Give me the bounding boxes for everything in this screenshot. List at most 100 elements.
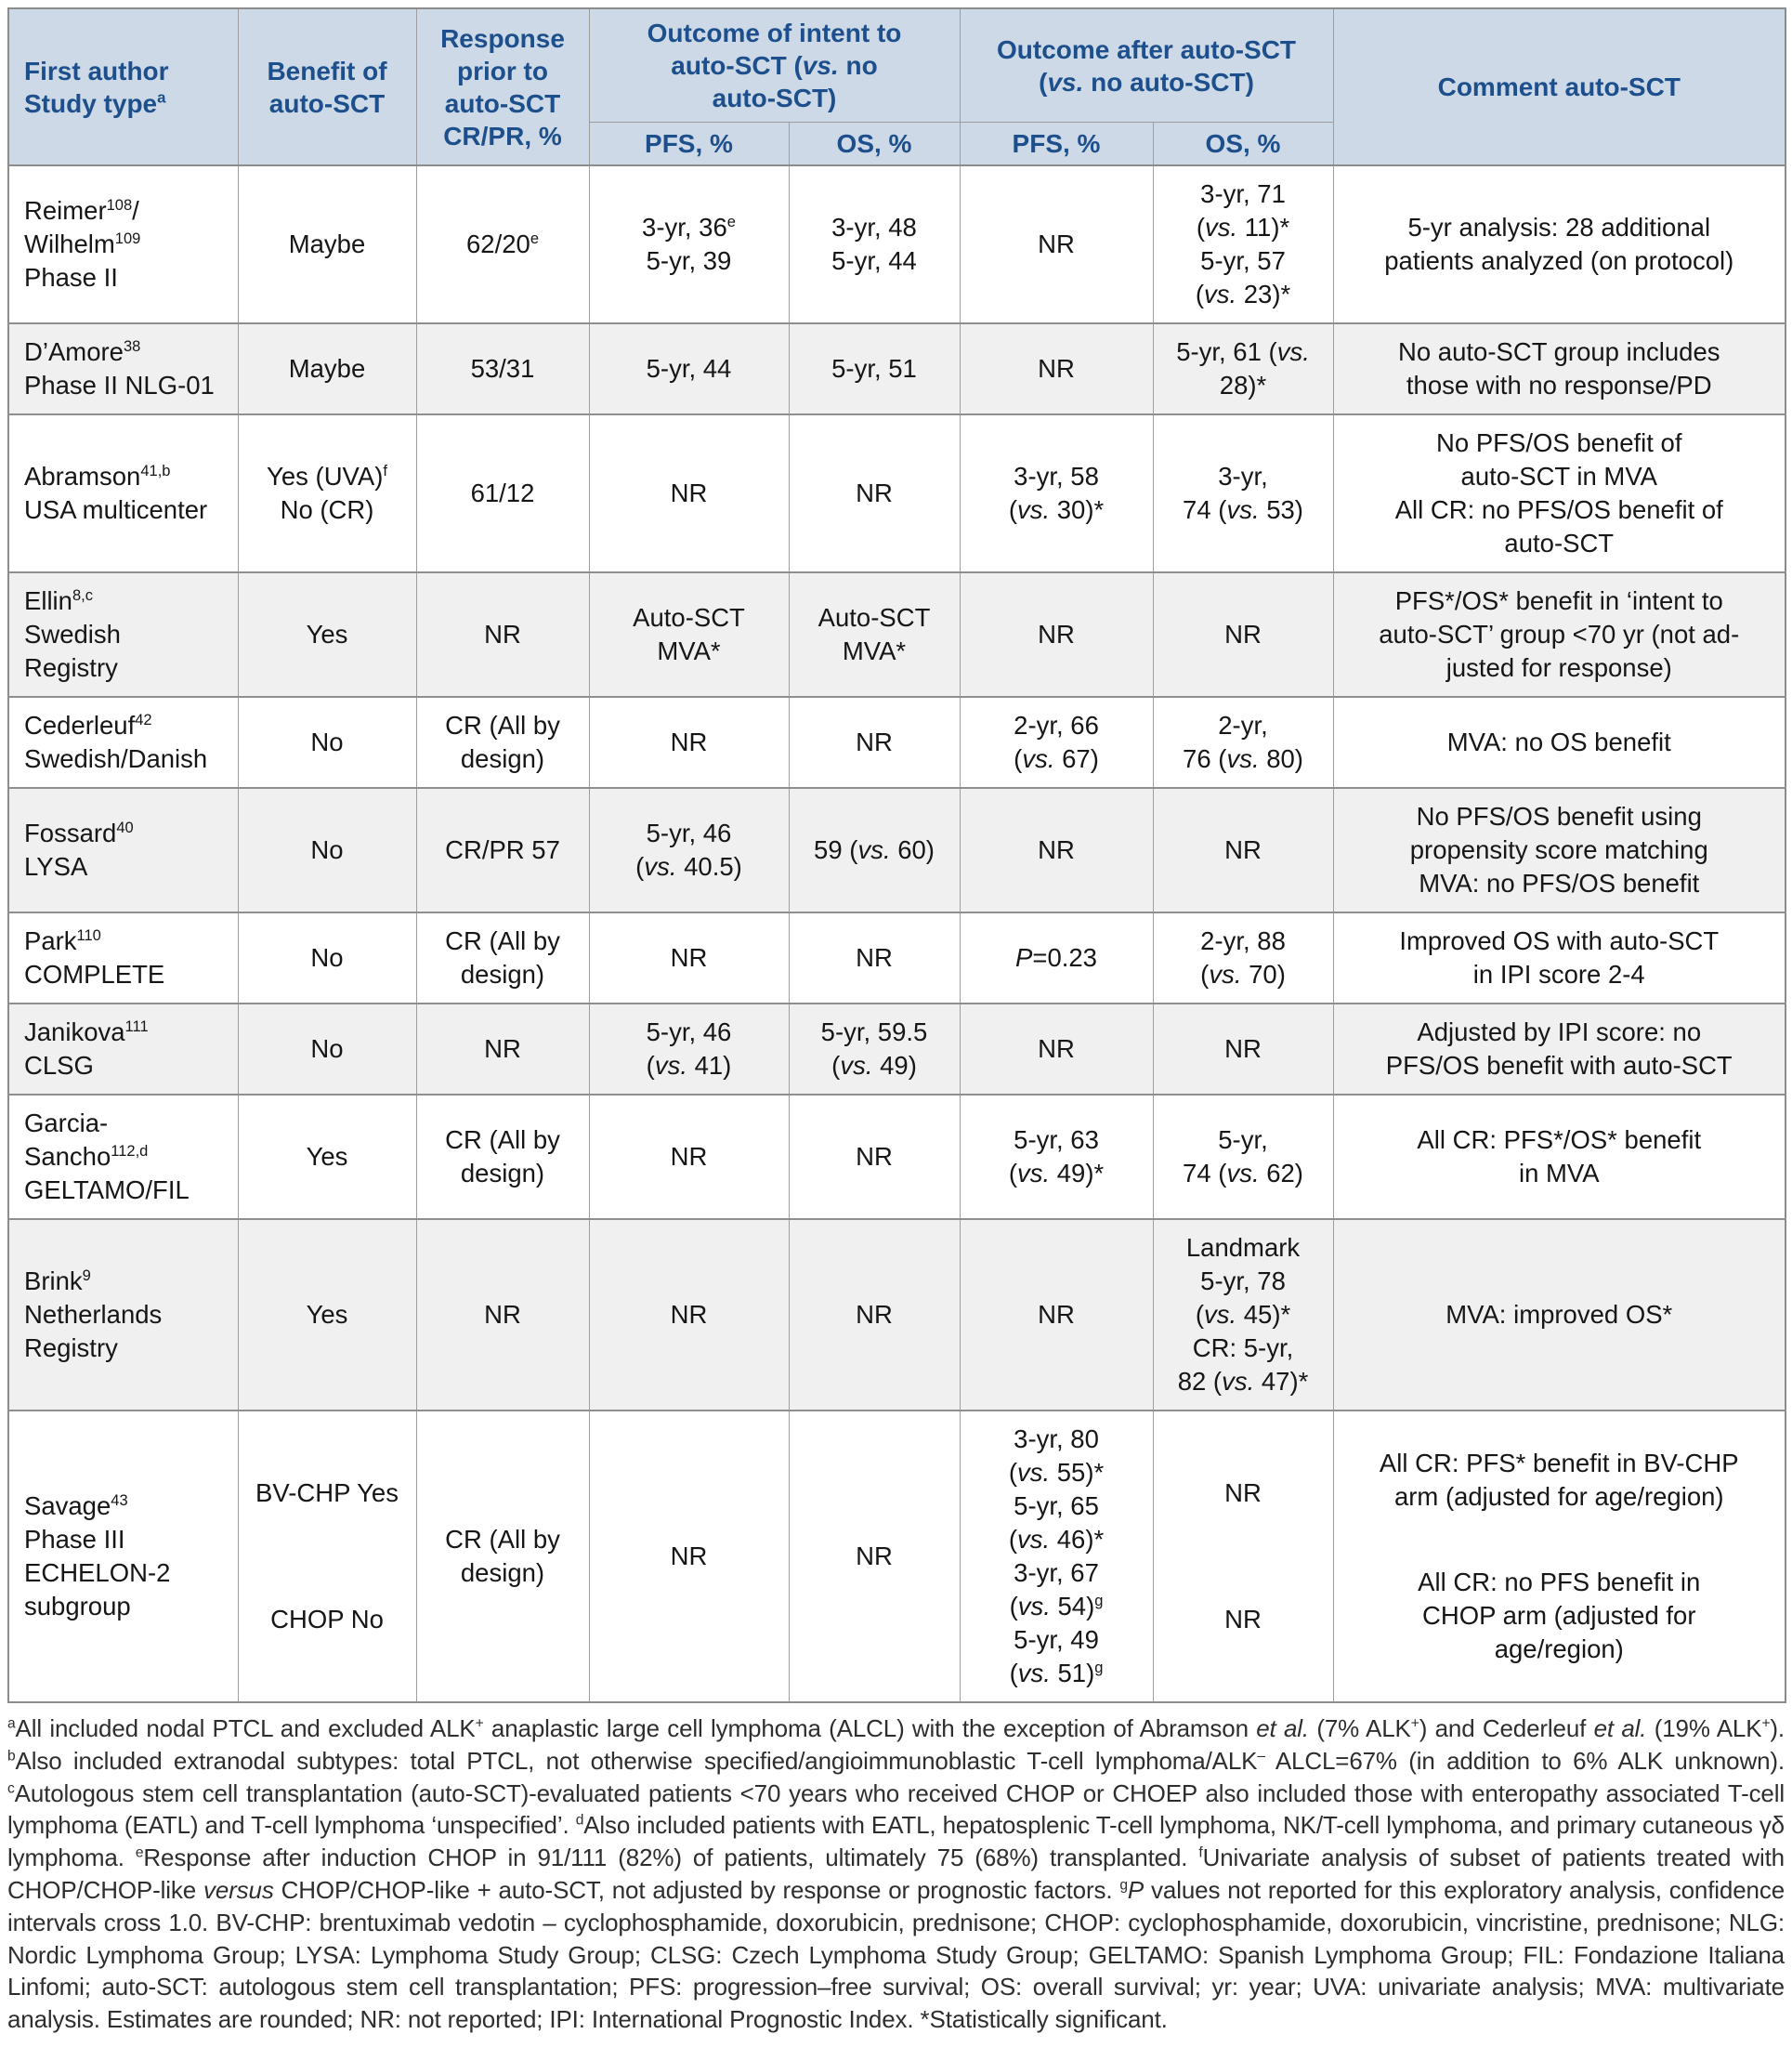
cell-author: Garcia- Sancho112,d GELTAMO/FIL (7, 1094, 239, 1220)
header-os-after: OS, % (1152, 122, 1334, 166)
cell-pfs-intent: 5-yr, 46 (vs. 40.5) (588, 787, 790, 913)
cell-pfs-after: NR (959, 164, 1154, 324)
cell-os-after: NR (1152, 787, 1334, 913)
cell-os-after: Landmark 5-yr, 78 (vs. 45)* CR: 5-yr, 82 (vs… (1152, 1218, 1334, 1411)
cell-os-intent: 5-yr, 51 (788, 322, 961, 415)
cell-comment: All CR: PFS* benefit in BV-CHP arm (adjus… (1332, 1410, 1786, 1703)
cell-comment: 5-yr analysis: 28 additional patients ana… (1332, 164, 1786, 324)
split-cell-part: NR (1224, 1478, 1262, 1507)
table-row: Garcia- Sancho112,d GELTAMO/FIL Yes CR (All … (7, 1094, 1786, 1220)
cell-response: NR (415, 1218, 590, 1411)
table-row: Janikova111 CLSG No NR 5-yr, 46 (vs. 41) 5-yr,… (7, 1003, 1786, 1096)
studies-table: First author Study typea Benefit of auto-S… (7, 7, 1787, 1703)
cell-os-after: NR NR (1152, 1410, 1334, 1703)
cell-pfs-after: NR (959, 1218, 1154, 1411)
cell-benefit: Yes (237, 1218, 417, 1411)
cell-author: Abramson41,b USA multicenter (7, 413, 239, 573)
table-body: Reimer108/Wilhelm109 Phase II Maybe 62/20e 3… (7, 164, 1786, 1703)
cell-os-intent: 3-yr, 48 5-yr, 44 (788, 164, 961, 324)
cell-benefit: Yes (237, 1094, 417, 1220)
cell-benefit: Yes (UVA)f No (CR) (237, 413, 417, 573)
cell-pfs-intent: Auto-SCT MVA* (588, 571, 790, 698)
table-header: First author Study typea Benefit of auto-S… (7, 7, 1786, 166)
split-cell-content: NR NR (1161, 1476, 1326, 1636)
table-row: Reimer108/Wilhelm109 Phase II Maybe 62/20e 3… (7, 164, 1786, 324)
cell-comment: No PFS/OS benefit using propensity score … (1332, 787, 1786, 913)
cell-author: Fossard40 LYSA (7, 787, 239, 913)
cell-os-after: 3-yr, 74 (vs. 53) (1152, 413, 1334, 573)
table-row: Park110 COMPLETE No CR (All by design) NR NR P=… (7, 912, 1786, 1004)
cell-author: Reimer108/Wilhelm109 Phase II (7, 164, 239, 324)
cell-comment: Adjusted by IPI score: no PFS/OS benefit … (1332, 1003, 1786, 1096)
cell-os-intent: 5-yr, 59.5 (vs. 49) (788, 1003, 961, 1096)
table-row: Brink9 Netherlands Registry Yes NR NR NR NR Land… (7, 1218, 1786, 1411)
split-cell-part: CHOP No (270, 1605, 384, 1634)
split-cell-part: BV-CHP Yes (255, 1478, 399, 1507)
cell-response: NR (415, 1003, 590, 1096)
cell-os-intent: NR (788, 1218, 961, 1411)
split-cell-part: All CR: no PFS benefit in CHOP arm (adjus… (1418, 1568, 1701, 1663)
cell-author: Ellin8,c Swedish Registry (7, 571, 239, 698)
table-row: Abramson41,b USA multicenter Yes (UVA)f No … (7, 413, 1786, 573)
cell-comment: PFS*/OS* benefit in ‘intent to auto-SCT’ … (1332, 571, 1786, 698)
header-group-outcome-intent: Outcome of intent to auto-SCT (vs. no auto… (588, 7, 961, 123)
cell-benefit: Maybe (237, 322, 417, 415)
cell-os-after: 5-yr, 74 (vs. 62) (1152, 1094, 1334, 1220)
header-comment-auto-sct: Comment auto-SCT (1332, 7, 1786, 166)
cell-response: CR/PR 57 (415, 787, 590, 913)
cell-comment: No PFS/OS benefit of auto-SCT in MVA All C… (1332, 413, 1786, 573)
cell-response: CR (All by design) (415, 912, 590, 1004)
cell-pfs-intent: NR (588, 1410, 790, 1703)
header-response-prior-to-auto-sct: Response prior to auto-SCT CR/PR, % (415, 7, 590, 166)
table-row: Savage43 Phase III ECHELON-2 subgroup BV-CHP… (7, 1410, 1786, 1703)
cell-pfs-after: 5-yr, 63 (vs. 49)* (959, 1094, 1154, 1220)
cell-os-after: 2-yr, 88 (vs. 70) (1152, 912, 1334, 1004)
table-row: Ellin8,c Swedish Registry Yes NR Auto-SCT MVA*… (7, 571, 1786, 698)
cell-comment: All CR: PFS*/OS* benefit in MVA (1332, 1094, 1786, 1220)
cell-pfs-after: NR (959, 787, 1154, 913)
cell-benefit: No (237, 696, 417, 789)
cell-author: Cederleuf42 Swedish/Danish (7, 696, 239, 789)
cell-pfs-after: NR (959, 322, 1154, 415)
table-footnote: aAll included nodal PTCL and excluded AL… (7, 1714, 1785, 2034)
cell-os-intent: NR (788, 1410, 961, 1703)
cell-os-intent: NR (788, 696, 961, 789)
cell-author: Janikova111 CLSG (7, 1003, 239, 1096)
cell-response: 53/31 (415, 322, 590, 415)
cell-benefit: Maybe (237, 164, 417, 324)
cell-pfs-intent: 3-yr, 36e 5-yr, 39 (588, 164, 790, 324)
cell-pfs-intent: 5-yr, 44 (588, 322, 790, 415)
cell-author: Brink9 Netherlands Registry (7, 1218, 239, 1411)
split-cell-content: All CR: PFS* benefit in BV-CHP arm (adjus… (1341, 1447, 1778, 1666)
cell-comment: MVA: improved OS* (1332, 1218, 1786, 1411)
cell-benefit: BV-CHP Yes CHOP No (237, 1410, 417, 1703)
cell-benefit: No (237, 912, 417, 1004)
cell-os-intent: 59 (vs. 60) (788, 787, 961, 913)
cell-os-intent: NR (788, 912, 961, 1004)
cell-pfs-intent: NR (588, 413, 790, 573)
cell-response: CR (All by design) (415, 1410, 590, 1703)
header-first-author-study-type: First author Study typea (7, 7, 239, 166)
cell-author: D’Amore38 Phase II NLG-01 (7, 322, 239, 415)
cell-pfs-intent: NR (588, 696, 790, 789)
table-row: D’Amore38 Phase II NLG-01 Maybe 53/31 5-yr, … (7, 322, 1786, 415)
cell-pfs-after: NR (959, 571, 1154, 698)
cell-os-after: 5-yr, 61 (vs. 28)* (1152, 322, 1334, 415)
cell-pfs-after: 3-yr, 80 (vs. 55)* 5-yr, 65 (vs. 46)* 3-yr, … (959, 1410, 1154, 1703)
cell-comment: Improved OS with auto-SCT in IPI score 2-… (1332, 912, 1786, 1004)
cell-os-intent: Auto-SCT MVA* (788, 571, 961, 698)
cell-os-after: 2-yr, 76 (vs. 80) (1152, 696, 1334, 789)
cell-response: CR (All by design) (415, 696, 590, 789)
header-pfs-intent: PFS, % (588, 122, 790, 166)
cell-os-after: 3-yr, 71 (vs. 11)* 5-yr, 57 (vs. 23)* (1152, 164, 1334, 324)
cell-response: 62/20e (415, 164, 590, 324)
split-cell-part: All CR: PFS* benefit in BV-CHP arm (adjus… (1379, 1449, 1739, 1511)
cell-pfs-intent: NR (588, 1094, 790, 1220)
cell-pfs-after: NR (959, 1003, 1154, 1096)
cell-pfs-intent: 5-yr, 46 (vs. 41) (588, 1003, 790, 1096)
header-pfs-after: PFS, % (959, 122, 1154, 166)
cell-response: NR (415, 571, 590, 698)
cell-os-intent: NR (788, 1094, 961, 1220)
cell-pfs-intent: NR (588, 912, 790, 1004)
